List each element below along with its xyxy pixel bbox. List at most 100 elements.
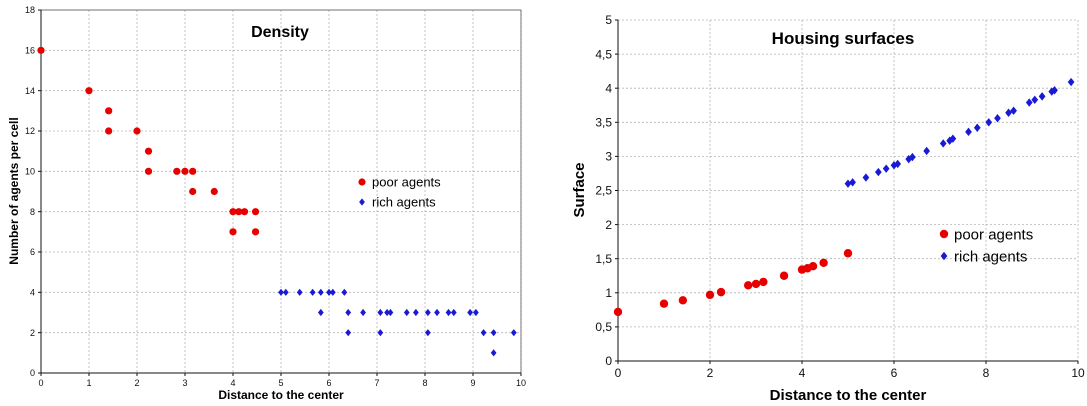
density-rich-agents-point (377, 329, 384, 337)
density-chart-title: Density (251, 24, 309, 41)
housing-surfaces-y-tick-label: 4,5 (595, 47, 612, 61)
density-x-tick-label: 5 (278, 378, 283, 388)
housing-surfaces-y-tick-label: 2,5 (595, 184, 612, 198)
housing-surfaces-legend-poor-agents-marker (939, 229, 949, 239)
density-rich-agents-point (490, 329, 497, 337)
density-x-tick-label: 4 (230, 378, 235, 388)
density-x-tick-label: 0 (38, 378, 43, 388)
density-legend-rich-agents-label: rich agents (372, 195, 436, 210)
density-y-tick-label: 6 (30, 247, 35, 257)
housing-surfaces-rich-agents-point (985, 118, 993, 127)
density-series-poor-agents (37, 46, 260, 236)
housing-surfaces-y-tick-label: 4 (605, 81, 612, 95)
housing-surfaces-x-axis-title: Distance to the center (770, 387, 927, 404)
housing-surfaces-y-tick-label: 1,5 (595, 252, 612, 266)
housing-surfaces-poor-agents-point (716, 287, 726, 297)
density-rich-agents-point (341, 288, 348, 296)
density-y-tick-label: 10 (25, 166, 35, 176)
density-poor-agents-point (251, 228, 260, 236)
density-rich-agents-point (480, 329, 487, 337)
density-poor-agents-point (105, 107, 113, 115)
density-x-axis-title: Distance to the center (218, 388, 344, 402)
density-rich-agents-point (434, 308, 440, 317)
housing-surfaces-y-tick-label: 1 (605, 286, 612, 300)
housing-surfaces-poor-agents-point (779, 271, 789, 280)
housing-surfaces-rich-agents-point (882, 164, 890, 173)
density-x-tick-label: 7 (374, 378, 379, 388)
density-rich-agents-point (450, 308, 457, 317)
density-y-tick-label: 14 (25, 86, 35, 96)
density-y-tick-label: 4 (30, 287, 35, 297)
housing-surfaces-rich-agents-point (946, 136, 954, 145)
density-poor-agents-point (240, 208, 249, 216)
density-poor-agents-point (105, 127, 113, 135)
housing-surfaces-poor-agents-point (751, 279, 761, 289)
housing-surfaces-rich-agents-point (923, 146, 931, 156)
housing-surfaces-x-tick-label: 4 (799, 366, 806, 380)
housing-surfaces-y-tick-label: 3 (605, 150, 612, 164)
housing-surfaces-rich-agents-point (994, 114, 1001, 123)
housing-surfaces-y-tick-label: 2 (605, 218, 612, 232)
density-poor-agents-point (37, 46, 45, 54)
density-x-tick-label: 2 (134, 378, 139, 388)
density-series-rich-agents (278, 288, 517, 357)
density-legend-poor-agents-marker (358, 178, 366, 186)
housing-surfaces-rich-agents-point (1010, 106, 1017, 115)
density-poor-agents-point (235, 208, 243, 216)
density-rich-agents-point (467, 308, 473, 317)
housing-surfaces-x-tick-label: 0 (615, 366, 622, 380)
housing-surfaces-poor-agents-point (759, 277, 768, 287)
housing-surfaces-y-axis-title: Surface (571, 162, 588, 217)
density-rich-agents-point (345, 329, 352, 337)
housing-surfaces-series-rich-agents (844, 77, 1075, 188)
density-rich-agents-point (329, 288, 336, 296)
housing-surfaces-poor-agents-point (743, 281, 753, 290)
density-poor-agents-point (210, 187, 218, 196)
housing-surfaces-x-tick-label: 8 (983, 366, 990, 380)
density-poor-agents-point (85, 87, 93, 95)
housing-surfaces-rich-agents-point (849, 178, 856, 187)
density-rich-agents-point (403, 308, 410, 317)
density-poor-agents-point (173, 167, 181, 175)
housing-surfaces-x-tick-label: 10 (1071, 366, 1085, 380)
housing-surfaces-rich-agents-point (1025, 98, 1033, 107)
housing-surfaces-legend-rich-agents-marker (940, 251, 948, 261)
housing-surfaces-y-tick-label: 5 (605, 13, 612, 27)
density-chart: Density Distance to the center Number of… (7, 5, 526, 402)
density-rich-agents-point (490, 349, 497, 357)
housing-surfaces-chart-title: Housing surfaces (772, 29, 915, 48)
density-rich-agents-point (387, 308, 394, 317)
density-y-tick-label: 0 (30, 368, 35, 378)
housing-surfaces-poor-agents-point (808, 262, 818, 271)
density-y-tick-label: 8 (30, 207, 35, 217)
density-y-tick-label: 16 (25, 45, 35, 55)
density-legend: poor agents rich agents (358, 175, 441, 210)
housing-surfaces-rich-agents-point (894, 159, 902, 169)
housing-surfaces-rich-agents-point (1031, 95, 1039, 104)
housing-surfaces-poor-agents-point (678, 296, 688, 305)
housing-surfaces-series-poor-agents (613, 249, 853, 317)
density-grid (41, 9, 522, 373)
density-legend-rich-agents-marker (359, 198, 365, 206)
density-rich-agents-point (309, 288, 316, 296)
housing-surfaces-poor-agents-point (705, 290, 715, 300)
density-rich-agents-point (377, 308, 384, 317)
housing-surfaces-poor-agents-point (613, 307, 623, 317)
density-rich-agents-point (425, 308, 431, 317)
housing-surfaces-rich-agents-point (1005, 108, 1012, 117)
density-rich-agents-point (317, 308, 324, 317)
density-rich-agents-point (317, 288, 324, 296)
density-y-tick-label: 18 (25, 5, 35, 15)
housing-surfaces-poor-agents-point (843, 249, 853, 258)
housing-surfaces-rich-agents-point (875, 167, 882, 177)
density-poor-agents-point (144, 167, 153, 175)
density-poor-agents-point (189, 167, 197, 175)
density-rich-agents-point (413, 308, 419, 317)
density-rich-agents-point (345, 308, 352, 317)
housing-surfaces-grid (618, 19, 1079, 361)
housing-surfaces-poor-agents-point (819, 258, 828, 267)
density-legend-poor-agents-label: poor agents (372, 175, 441, 190)
density-rich-agents-point (510, 329, 517, 337)
